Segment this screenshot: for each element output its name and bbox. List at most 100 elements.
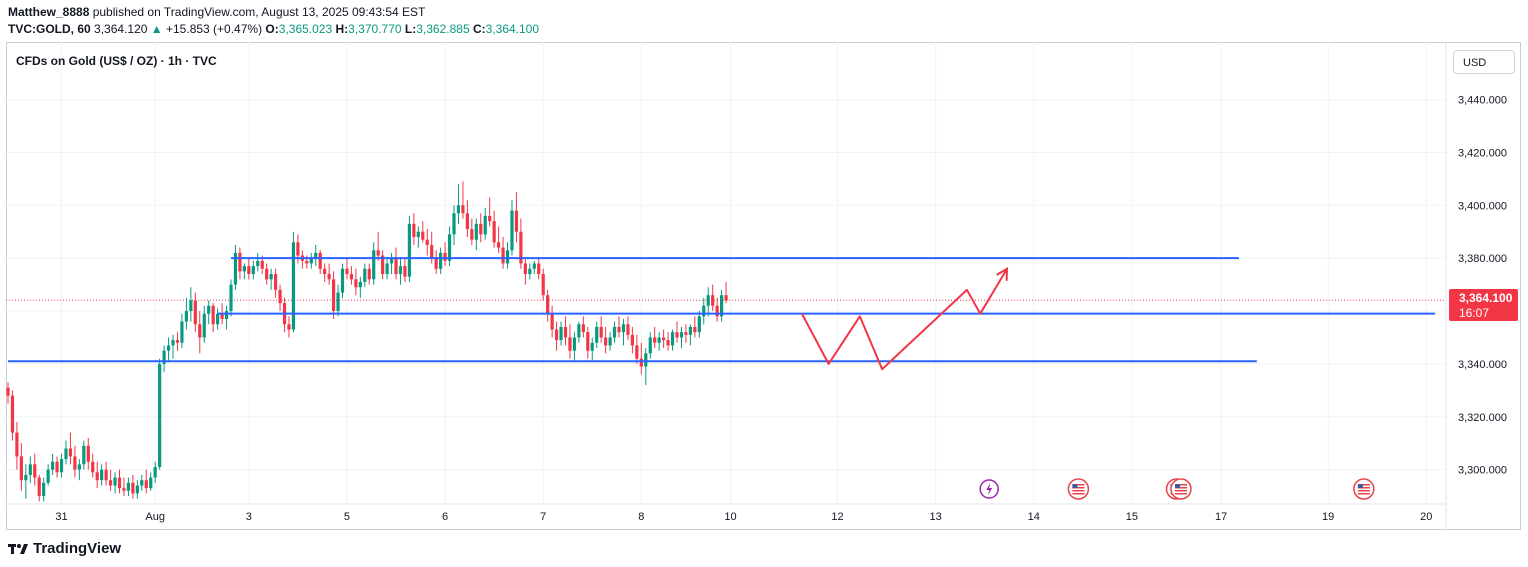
flag-stripe <box>1357 487 1370 489</box>
y-tick-label: 3,340.000 <box>1458 359 1507 371</box>
candle-body <box>550 313 554 330</box>
candle-body <box>456 205 461 214</box>
flag-stripe <box>1174 484 1187 486</box>
candle-body <box>416 231 420 238</box>
candle-body <box>537 263 541 275</box>
candle-body <box>407 223 411 277</box>
flag-stripe <box>1174 493 1187 495</box>
candle-body <box>724 295 728 301</box>
candle-body <box>158 363 162 467</box>
candle-body <box>635 345 639 359</box>
y-tick-label: 3,420.000 <box>1458 147 1507 159</box>
x-tick-label: 7 <box>540 511 546 523</box>
candle-body <box>318 252 322 269</box>
low-label: L: <box>404 22 417 36</box>
candle-body <box>33 464 37 478</box>
close-label: C: <box>472 22 486 36</box>
candle-body <box>184 311 188 322</box>
candle-body <box>202 313 206 338</box>
candle-body <box>82 445 86 465</box>
candle-body <box>430 244 434 259</box>
candle-body <box>666 340 670 346</box>
flag-stripe <box>1357 484 1370 486</box>
candle-body <box>617 326 621 333</box>
low-value: 3,362.885 <box>416 22 470 36</box>
currency-button[interactable]: USD <box>1453 50 1515 74</box>
author-name[interactable]: Matthew_8888 <box>8 5 90 19</box>
candle-body <box>73 456 77 470</box>
candle-body <box>434 258 438 269</box>
footer-brand: TradingView <box>33 540 122 557</box>
flag-stripe <box>1174 490 1187 492</box>
change-value: +15.853 (+0.47%) <box>166 22 263 36</box>
candle-body <box>630 334 634 346</box>
candle-body <box>514 210 519 232</box>
lightning-bolt-icon <box>986 483 993 495</box>
candle-body <box>421 231 425 240</box>
candle-body <box>108 480 113 486</box>
candle-body <box>483 215 487 235</box>
tradingview-logo-icon <box>8 542 28 556</box>
projection-arrowhead-icon <box>996 266 1009 281</box>
candle-body <box>474 223 478 240</box>
x-tick-label: 8 <box>638 511 644 523</box>
publisher-line: Matthew_8888 published on TradingView.co… <box>8 5 425 19</box>
candle-body <box>100 469 104 481</box>
candle-body <box>46 469 50 483</box>
candle-body <box>376 250 380 256</box>
candle-body <box>162 350 166 364</box>
candle-body <box>340 268 345 293</box>
flag-stripe <box>1072 487 1085 489</box>
y-tick-label: 3,300.000 <box>1458 465 1507 477</box>
open-label: O: <box>265 22 279 36</box>
flag-stripe <box>1072 493 1085 495</box>
last-price-tag: 3,364.100 16:07 <box>1449 289 1518 321</box>
candle-body <box>77 464 81 470</box>
price-chart[interactable]: 3,300.0003,320.0003,340.0003,360.0003,38… <box>6 42 1521 530</box>
candle-body <box>612 326 617 338</box>
candle-body <box>461 205 465 214</box>
candle-body <box>126 482 131 491</box>
chart-legend-title[interactable]: CFDs on Gold (US$ / OZ) · 1h · TVC <box>16 54 217 68</box>
candle-body <box>398 266 403 275</box>
candle-body <box>86 445 90 462</box>
candle-body <box>140 480 144 486</box>
last-price: 3,364.120 <box>94 22 148 36</box>
candle-body <box>296 242 300 256</box>
y-tick-label: 3,400.000 <box>1458 200 1507 212</box>
us-flag-event-icon <box>1353 478 1375 500</box>
x-tick-label: 3 <box>246 511 252 523</box>
candle-body <box>354 279 358 288</box>
candle-body <box>131 482 135 494</box>
symbol-label: TVC:GOLD, 60 <box>8 22 91 36</box>
candle-body <box>331 279 336 312</box>
x-tick-label: 20 <box>1420 511 1432 523</box>
flag-stripe <box>1357 490 1370 492</box>
price-tag-countdown: 16:07 <box>1459 306 1490 320</box>
candle-body <box>675 332 679 338</box>
candle-body <box>42 482 46 497</box>
candle-body <box>439 252 443 269</box>
candle-body <box>505 250 510 264</box>
candle-body <box>358 281 362 288</box>
candle-body <box>19 456 23 481</box>
candle-body <box>144 480 148 489</box>
x-tick-label: 12 <box>831 511 843 523</box>
candle-body <box>519 231 523 264</box>
candle-body <box>608 337 612 346</box>
candle-body <box>15 432 19 457</box>
candle-body <box>581 324 585 333</box>
candle-body <box>367 268 371 280</box>
candle-body <box>706 295 710 306</box>
candle-body <box>265 268 269 280</box>
candle-body <box>28 464 32 475</box>
candle-body <box>501 247 505 264</box>
published-text: published on TradingView.com, August 13,… <box>89 5 426 19</box>
high-label: H: <box>335 22 349 36</box>
candle-body <box>577 324 581 338</box>
candle-body <box>621 324 626 333</box>
flag-stripe <box>1072 490 1085 492</box>
footer-logo[interactable]: TradingView <box>8 540 121 557</box>
flag-stripe <box>1357 493 1370 495</box>
y-tick-label: 3,320.000 <box>1458 412 1507 424</box>
